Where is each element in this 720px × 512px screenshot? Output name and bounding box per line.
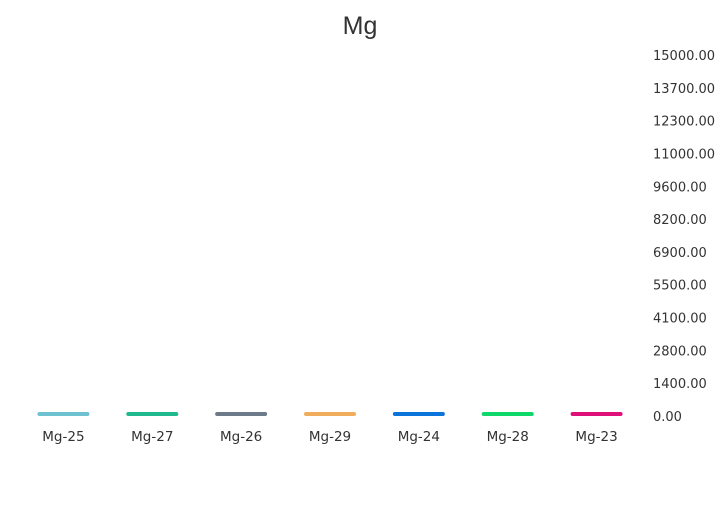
y-tick-label: 8200.00	[653, 213, 707, 228]
y-tick-label: 1400.00	[653, 377, 707, 392]
category-label: Mg-26	[220, 429, 262, 445]
category-label: Mg-29	[309, 429, 351, 445]
bar-mg-29	[304, 412, 356, 416]
category-label: Mg-23	[575, 429, 617, 445]
y-tick-label: 13700.00	[653, 82, 715, 97]
bar-mg-24	[392, 412, 445, 416]
y-tick-label: 15000.00	[653, 49, 715, 64]
y-tick-label: 9600.00	[653, 180, 707, 195]
y-tick-label: 2800.00	[653, 344, 707, 359]
y-axis: 15000.00 13700.00 12300.00 11000.00 9600.00 8…	[653, 49, 715, 425]
bar-mg-25	[37, 412, 90, 416]
y-tick-label: 4100.00	[653, 312, 707, 327]
bar-mg-26	[215, 412, 268, 416]
bar-mg-27	[126, 412, 179, 416]
x-axis: Mg-25 Mg-27 Mg-26 Mg-29 Mg-24 Mg-28 Mg-23	[42, 429, 617, 445]
bar-mg-28	[481, 412, 534, 416]
y-tick-label: 0.00	[653, 410, 682, 425]
y-tick-label: 6900.00	[653, 246, 707, 261]
y-tick-label: 11000.00	[653, 147, 715, 162]
chart-title: Mg	[343, 12, 378, 40]
category-label: Mg-24	[398, 429, 440, 445]
category-label: Mg-25	[42, 429, 84, 445]
bar-mg-23	[570, 412, 623, 416]
y-tick-label: 12300.00	[653, 115, 715, 130]
bars	[37, 412, 623, 416]
y-tick-label: 5500.00	[653, 279, 707, 294]
category-label: Mg-28	[487, 429, 529, 445]
category-label: Mg-27	[131, 429, 173, 445]
